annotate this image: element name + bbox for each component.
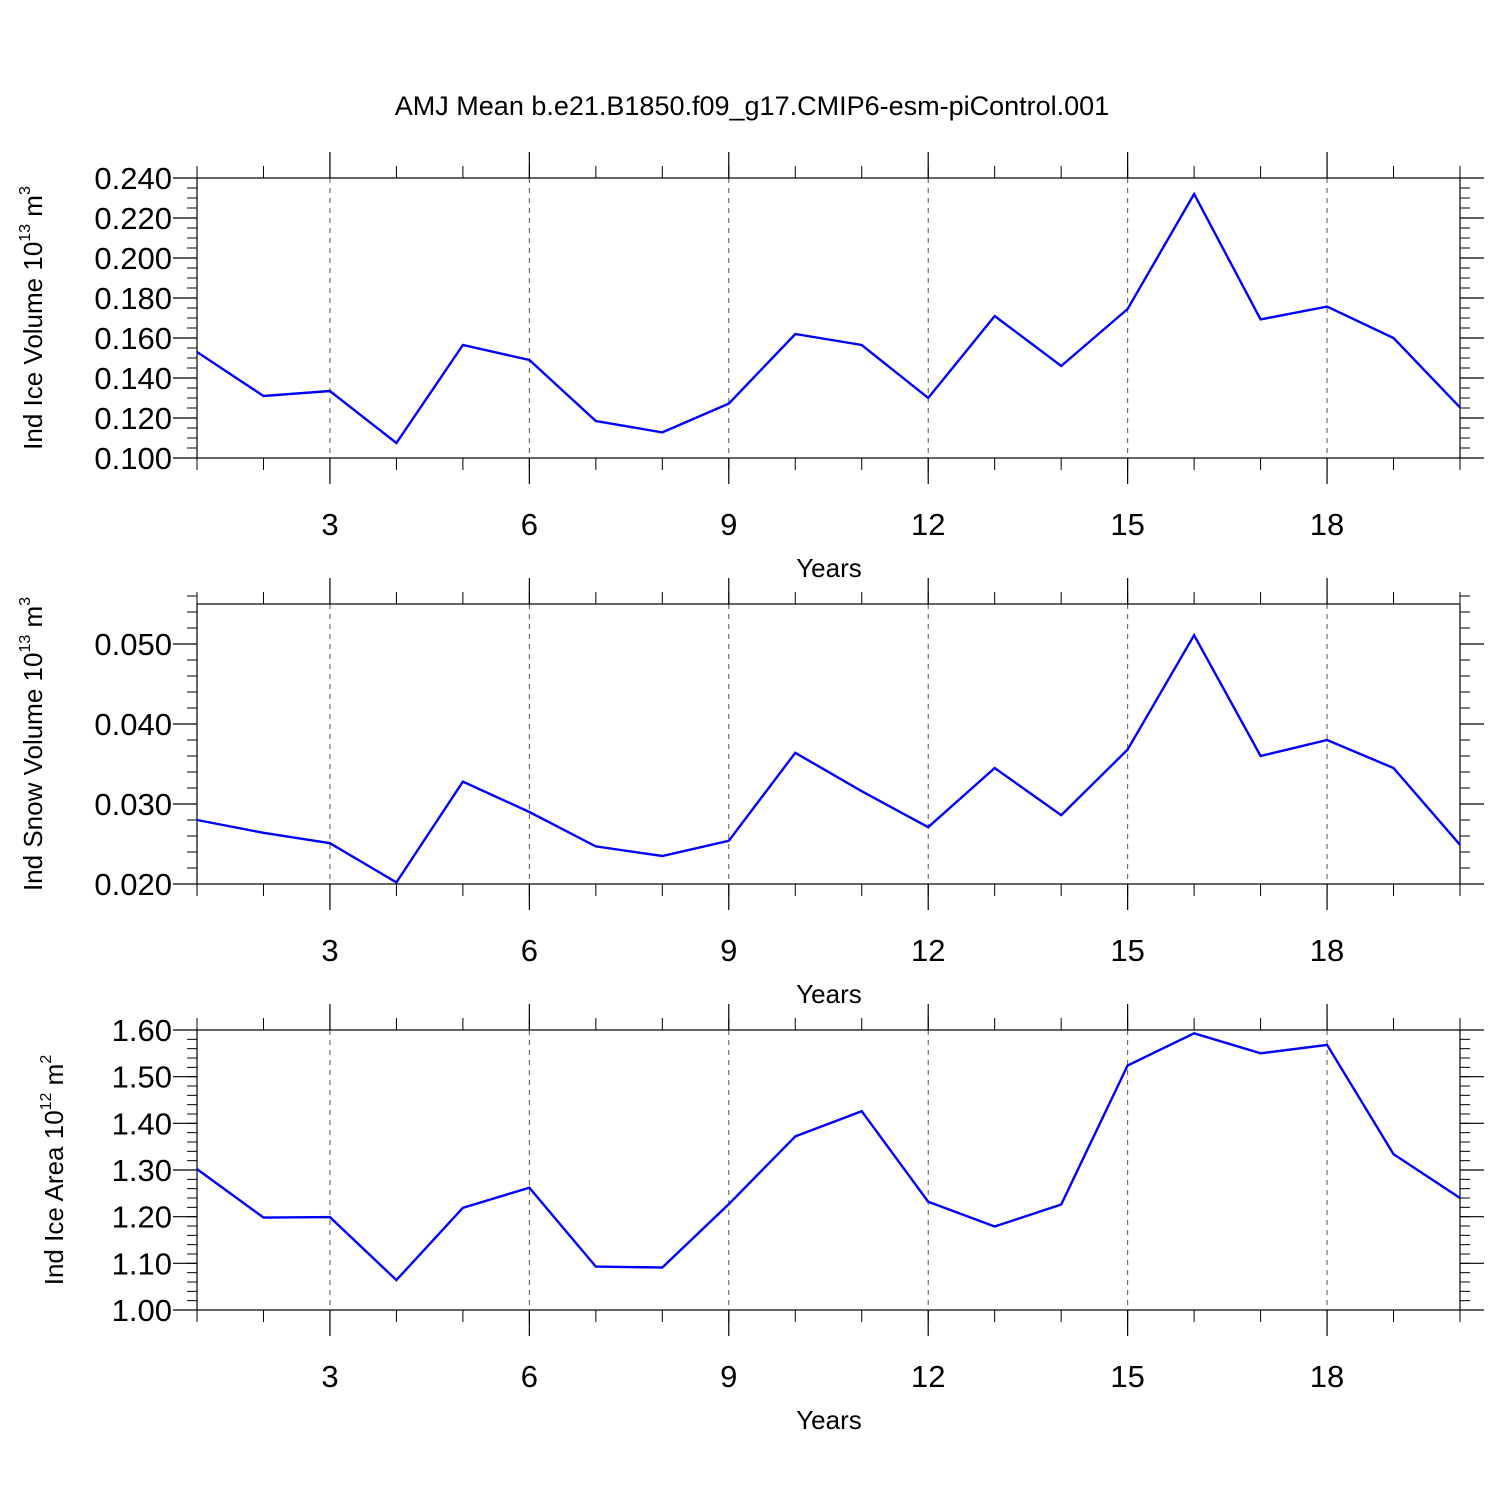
x-tick-label: 6 xyxy=(521,507,538,542)
y-tick-label: 0.030 xyxy=(94,787,172,822)
y-tick-label: 0.240 xyxy=(94,161,172,196)
y-axis-label: Ind Ice Area 1012 m2 xyxy=(38,1055,69,1286)
y-tick-label: 1.20 xyxy=(112,1200,172,1235)
y-tick-label: 0.160 xyxy=(94,321,172,356)
y-tick-label: 0.100 xyxy=(94,441,172,476)
plot-frame xyxy=(196,177,1461,459)
x-tick-label: 15 xyxy=(1110,1359,1144,1394)
x-tick-label: 12 xyxy=(911,933,945,968)
plot-frame xyxy=(196,603,1461,885)
x-tick-label: 6 xyxy=(521,933,538,968)
y-tick-label: 1.60 xyxy=(112,1013,172,1048)
y-axis-label: Ind Ice Volume 1013 m3 xyxy=(17,186,48,450)
x-tick-label: 9 xyxy=(720,507,737,542)
x-tick-label: 15 xyxy=(1110,507,1144,542)
y-tick-label: 0.120 xyxy=(94,401,172,436)
y-tick-label: 0.140 xyxy=(94,361,172,396)
y-tick-label: 1.50 xyxy=(112,1060,172,1095)
x-axis-label: Years xyxy=(796,1405,862,1435)
y-tick-label: 0.040 xyxy=(94,707,172,742)
y-tick-label: 0.200 xyxy=(94,241,172,276)
x-tick-label: 3 xyxy=(321,933,338,968)
chart-title: AMJ Mean b.e21.B1850.f09_g17.CMIP6-esm-p… xyxy=(395,91,1109,121)
panel-2: 0.020 0.030 0.040 0.050 3 6 9 12 15 18 Years Ind Sn… xyxy=(17,578,1484,1009)
y-tick-label: 0.020 xyxy=(94,867,172,902)
panel-1: 0.100 0.120 0.140 0.160 0.180 0.200 0.220 0.240… xyxy=(17,152,1484,583)
x-tick-label: 18 xyxy=(1310,507,1344,542)
series-line xyxy=(196,191,1461,445)
x-axis-label: Years xyxy=(796,553,862,583)
plot-frame xyxy=(196,1029,1461,1311)
x-tick-label: 12 xyxy=(911,507,945,542)
y-axis-label: Ind Snow Volume 1013 m3 xyxy=(17,597,48,891)
y-tick-label: 0.050 xyxy=(94,627,172,662)
x-tick-label: 3 xyxy=(321,1359,338,1394)
x-tick-label: 9 xyxy=(720,1359,737,1394)
x-tick-label: 18 xyxy=(1310,933,1344,968)
x-tick-label: 6 xyxy=(521,1359,538,1394)
y-tick-label: 1.10 xyxy=(112,1246,172,1281)
y-tick-label: 1.40 xyxy=(112,1106,172,1141)
x-tick-label: 9 xyxy=(720,933,737,968)
x-tick-label: 18 xyxy=(1310,1359,1344,1394)
series-line xyxy=(196,632,1461,885)
y-tick-label: 0.220 xyxy=(94,201,172,236)
y-tick-label: 0.180 xyxy=(94,281,172,316)
x-tick-label: 12 xyxy=(911,1359,945,1394)
x-tick-label: 3 xyxy=(321,507,338,542)
x-tick-label: 15 xyxy=(1110,933,1144,968)
y-tick-label: 1.30 xyxy=(112,1153,172,1188)
panels: 0.100 0.120 0.140 0.160 0.180 0.200 0.220 0.240… xyxy=(17,152,1484,1435)
x-axis-label: Years xyxy=(796,979,862,1009)
y-tick-label: 1.00 xyxy=(112,1293,172,1328)
panel-3: 1.00 1.10 1.20 1.30 1.40 1.50 1.60 3 6 9 12 15 18 Yea… xyxy=(38,1004,1484,1435)
series-line xyxy=(196,1032,1461,1282)
